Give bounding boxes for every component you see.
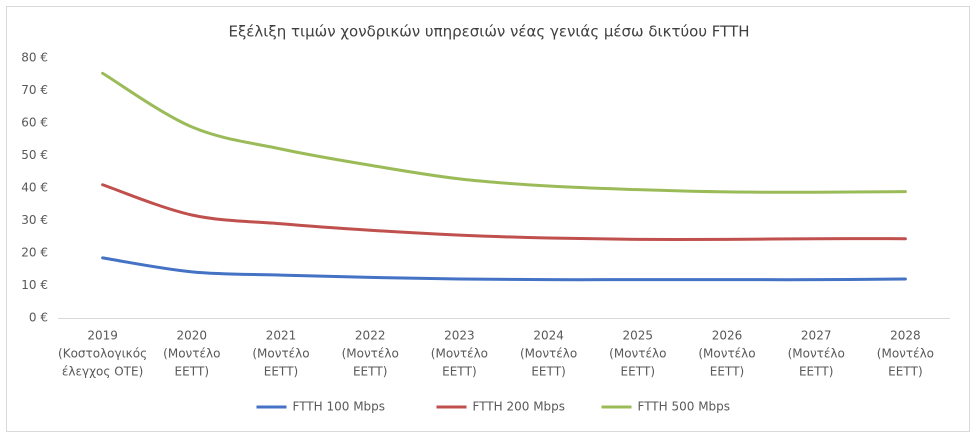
y-tick-label: 80 € — [21, 51, 48, 65]
x-tick-label: (Μοντέλο — [698, 347, 755, 361]
x-tick-label: (Μοντέλο — [520, 347, 577, 361]
x-tick-label: ΕΕΤΤ) — [353, 365, 388, 379]
legend-label: FTTH 100 Mbps — [293, 400, 386, 414]
x-tick-label: 2027 — [801, 329, 832, 343]
x-tick-label: ΕΕΤΤ) — [175, 365, 210, 379]
x-tick-label: (Μοντέλο — [609, 347, 666, 361]
x-tick-label: ΕΕΤΤ) — [799, 365, 834, 379]
x-tick-label: (Μοντέλο — [342, 347, 399, 361]
y-tick-label: 40 € — [21, 181, 48, 195]
y-tick-label: 0 € — [29, 311, 48, 325]
x-tick-label: 2023 — [444, 329, 475, 343]
x-tick-label: (Μοντέλο — [163, 347, 220, 361]
x-tick-label: ΕΕΤΤ) — [888, 365, 923, 379]
x-tick-label: 2020 — [177, 329, 208, 343]
series-line — [101, 183, 907, 241]
x-tick-label: 2022 — [355, 329, 386, 343]
y-tick-label: 70 € — [21, 83, 48, 97]
x-tick-label: ΕΕΤΤ) — [442, 365, 477, 379]
y-tick-label: 20 € — [21, 246, 48, 260]
x-tick-label: έλεγχος ΟΤΕ) — [62, 365, 143, 379]
series-line — [101, 71, 907, 194]
x-tick-label: 2025 — [623, 329, 654, 343]
x-tick-label: (Μοντέλο — [431, 347, 488, 361]
y-tick-label: 10 € — [21, 278, 48, 292]
x-tick-label: (Μοντέλο — [877, 347, 934, 361]
x-tick-label: ΕΕΤΤ) — [710, 365, 745, 379]
legend-label: FTTH 200 Mbps — [473, 400, 566, 414]
series-line — [101, 256, 907, 282]
x-tick-label: 2024 — [533, 329, 564, 343]
y-tick-label: 30 € — [21, 213, 48, 227]
x-tick-label: (Μοντέλο — [252, 347, 309, 361]
x-tick-label: ΕΕΤΤ) — [621, 365, 656, 379]
x-tick-label: 2019 — [87, 329, 118, 343]
y-tick-label: 50 € — [21, 148, 48, 162]
legend-label: FTTH 500 Mbps — [638, 400, 731, 414]
x-tick-label: (Μοντέλο — [788, 347, 845, 361]
x-tick-label: (Κοστολογικός — [58, 347, 147, 361]
x-tick-label: ΕΕΤΤ) — [531, 365, 566, 379]
x-tick-label: 2028 — [890, 329, 921, 343]
y-tick-label: 60 € — [21, 116, 48, 130]
x-tick-label: 2021 — [266, 329, 297, 343]
x-tick-label: 2026 — [712, 329, 743, 343]
chart-title: Εξέλιξη τιμών χονδρικών υπηρεσιών νέας γ… — [228, 23, 749, 41]
chart-frame — [6, 6, 970, 432]
x-tick-label: ΕΕΤΤ) — [264, 365, 299, 379]
